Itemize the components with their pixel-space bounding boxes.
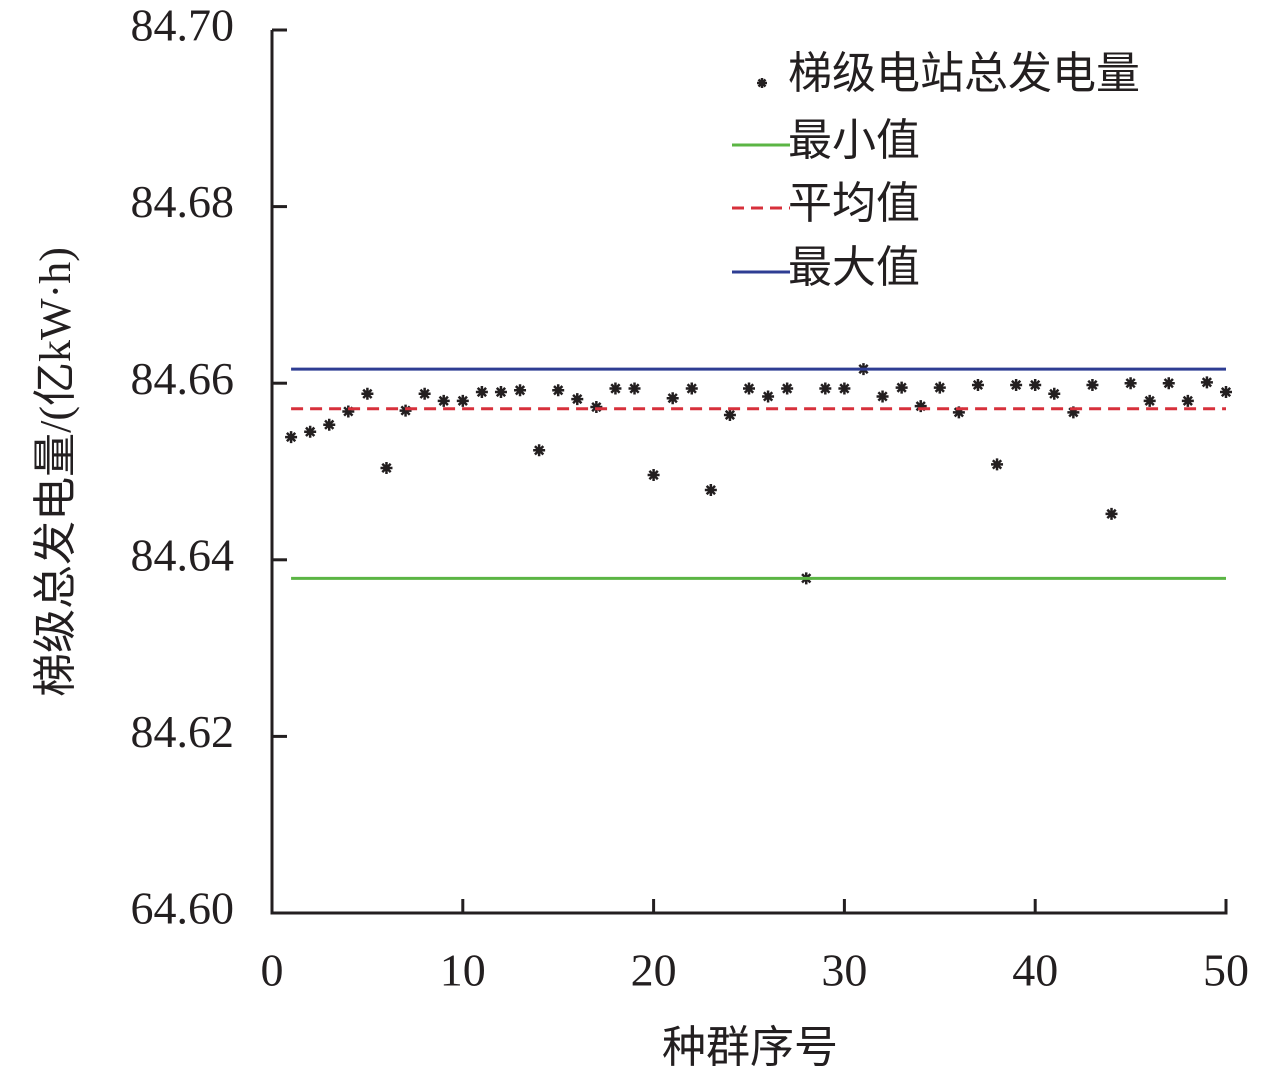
data-point — [895, 381, 908, 394]
data-point — [762, 390, 775, 403]
data-point — [819, 382, 832, 395]
data-point — [285, 431, 298, 444]
data-point — [1067, 406, 1080, 419]
x-tick-label: 50 — [1203, 945, 1249, 996]
data-point — [914, 400, 927, 413]
data-point — [437, 394, 450, 407]
x-tick-label: 30 — [821, 945, 867, 996]
data-point — [514, 384, 527, 397]
legend-label: 最大值 — [788, 243, 920, 292]
data-point — [361, 387, 374, 400]
x-axis-title: 种群序号 — [662, 1023, 838, 1072]
data-point — [1124, 377, 1137, 390]
data-point — [1143, 394, 1156, 407]
y-tick-label: 84.66 — [131, 353, 235, 404]
data-point — [666, 392, 679, 405]
y-tick-label: 84.70 — [131, 0, 235, 51]
data-point — [552, 384, 565, 397]
data-point — [628, 382, 641, 395]
data-point — [838, 382, 851, 395]
data-point — [781, 382, 794, 395]
data-point — [647, 469, 660, 482]
x-tick-label: 40 — [1012, 945, 1058, 996]
data-point — [1048, 387, 1061, 400]
data-point — [456, 394, 469, 407]
data-point — [1220, 386, 1232, 399]
y-tick-label: 64.60 — [131, 883, 235, 934]
y-axis-title: 梯级总发电量/(亿kW·h) — [31, 247, 80, 697]
legend-label: 最小值 — [788, 116, 920, 165]
data-point — [1105, 507, 1118, 520]
x-tick-label: 10 — [440, 945, 486, 996]
x-tick-label: 0 — [261, 945, 284, 996]
data-point — [743, 382, 755, 395]
data-point — [533, 444, 546, 457]
data-point — [590, 401, 603, 414]
data-point — [971, 378, 984, 391]
data-point — [991, 458, 1004, 471]
data-point — [380, 461, 393, 474]
data-point — [418, 387, 431, 400]
y-tick-label: 84.68 — [131, 176, 235, 227]
data-point — [571, 393, 584, 406]
axes — [270, 30, 1228, 915]
data-point — [723, 408, 736, 421]
legend-label: 梯级电站总发电量 — [788, 49, 1140, 98]
data-point — [304, 425, 317, 438]
data-point — [685, 382, 698, 395]
data-point — [1200, 376, 1213, 389]
data-point — [876, 390, 889, 403]
data-point — [342, 405, 355, 418]
data-point — [1086, 378, 1099, 391]
x-tick-label: 20 — [631, 945, 677, 996]
y-tick-label: 84.62 — [131, 706, 235, 757]
legend-label: 平均值 — [788, 179, 920, 228]
data-point — [933, 381, 946, 394]
data-point — [399, 404, 412, 417]
data-point — [609, 382, 622, 395]
data-point — [475, 386, 488, 399]
data-point — [1181, 394, 1194, 407]
data-point — [952, 406, 965, 419]
data-point — [1010, 378, 1023, 391]
legend-marker — [757, 78, 767, 88]
data-point — [323, 418, 336, 431]
y-tick-label: 84.64 — [131, 529, 235, 580]
data-point — [1029, 378, 1042, 391]
data-point — [494, 386, 507, 399]
data-point — [704, 484, 717, 497]
data-point — [1162, 377, 1175, 390]
